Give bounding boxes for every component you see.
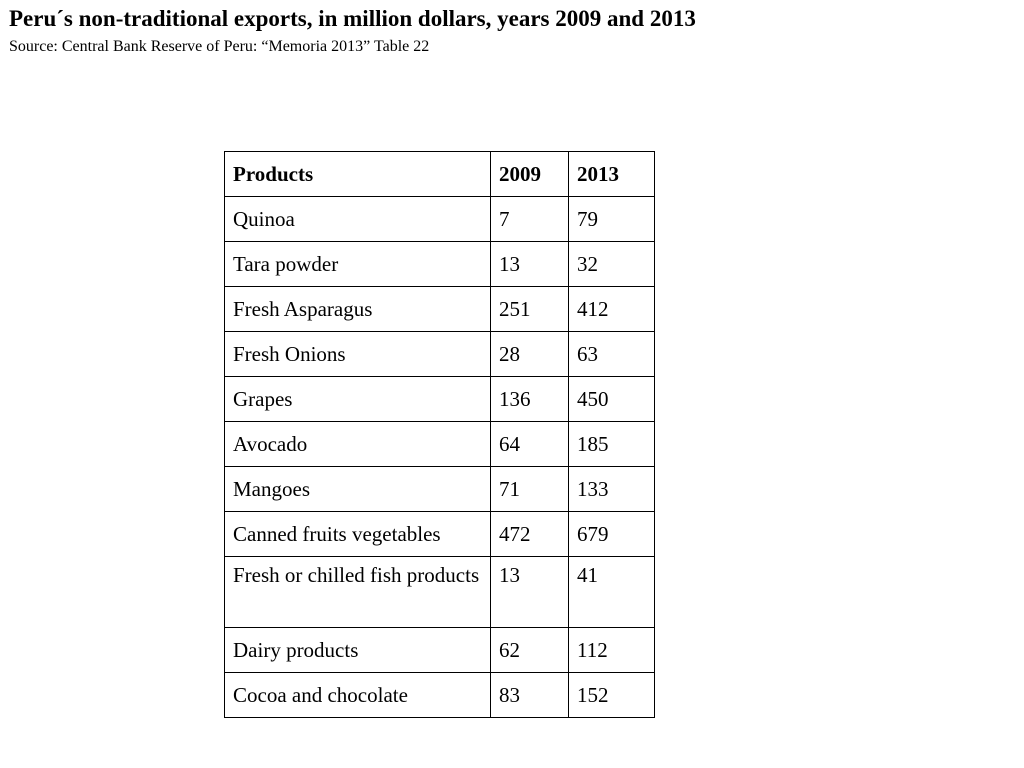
table-row: Mangoes 71 133 (224, 466, 655, 512)
table-row: Dairy products 62 112 (224, 627, 655, 673)
source-note: Source: Central Bank Reserve of Peru: “M… (9, 38, 430, 55)
product-cell: Fresh or chilled fish products (224, 556, 491, 628)
product-cell: Canned fruits vegetables (224, 511, 491, 557)
table-row: Canned fruits vegetables 472 679 (224, 511, 655, 557)
value-2013-cell: 41 (568, 556, 655, 628)
product-cell: Cocoa and chocolate (224, 672, 491, 718)
table-row: Tara powder 13 32 (224, 241, 655, 287)
value-2013-cell: 133 (568, 466, 655, 512)
value-2009-cell: 472 (490, 511, 569, 557)
value-2009-cell: 28 (490, 331, 569, 377)
value-2013-cell: 63 (568, 331, 655, 377)
table-row: Fresh Asparagus 251 412 (224, 286, 655, 332)
product-cell: Tara powder (224, 241, 491, 287)
table-row: Quinoa 7 79 (224, 196, 655, 242)
value-2013-cell: 79 (568, 196, 655, 242)
value-2009-cell: 251 (490, 286, 569, 332)
product-cell: Fresh Asparagus (224, 286, 491, 332)
table-header-row: Products 2009 2013 (224, 151, 655, 197)
column-header-2013: 2013 (568, 151, 655, 197)
value-2009-cell: 13 (490, 241, 569, 287)
value-2009-cell: 83 (490, 672, 569, 718)
product-cell: Quinoa (224, 196, 491, 242)
product-cell: Avocado (224, 421, 491, 467)
product-cell: Fresh Onions (224, 331, 491, 377)
value-2009-cell: 13 (490, 556, 569, 628)
value-2013-cell: 185 (568, 421, 655, 467)
table-row: Grapes 136 450 (224, 376, 655, 422)
value-2009-cell: 71 (490, 466, 569, 512)
value-2009-cell: 136 (490, 376, 569, 422)
value-2009-cell: 7 (490, 196, 569, 242)
table-row: Cocoa and chocolate 83 152 (224, 672, 655, 718)
value-2013-cell: 679 (568, 511, 655, 557)
page-title: Peru´s non-traditional exports, in milli… (9, 6, 696, 31)
product-cell: Grapes (224, 376, 491, 422)
value-2013-cell: 152 (568, 672, 655, 718)
value-2009-cell: 64 (490, 421, 569, 467)
table-row: Fresh Onions 28 63 (224, 331, 655, 377)
table-row: Fresh or chilled fish products 13 41 (224, 556, 655, 628)
column-header-2009: 2009 (490, 151, 569, 197)
value-2013-cell: 32 (568, 241, 655, 287)
value-2013-cell: 112 (568, 627, 655, 673)
value-2013-cell: 450 (568, 376, 655, 422)
table-row: Avocado 64 185 (224, 421, 655, 467)
column-header-products: Products (224, 151, 491, 197)
value-2009-cell: 62 (490, 627, 569, 673)
product-cell: Mangoes (224, 466, 491, 512)
product-cell: Dairy products (224, 627, 491, 673)
value-2013-cell: 412 (568, 286, 655, 332)
exports-table: Products 2009 2013 Quinoa 7 79 Tara powd… (224, 151, 655, 718)
